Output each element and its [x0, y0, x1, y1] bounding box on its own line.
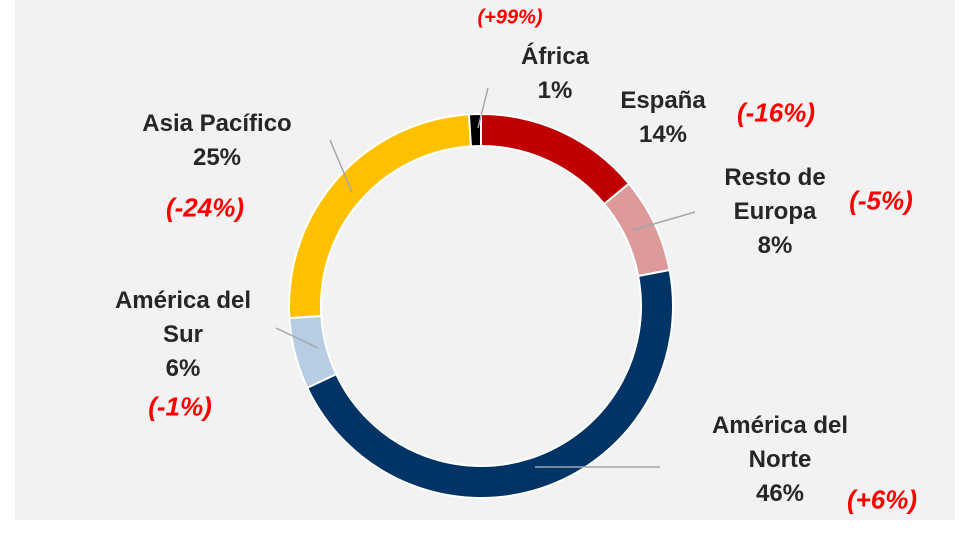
category-name: América del Norte: [711, 412, 849, 473]
value-label: 8%: [757, 232, 793, 259]
change-annotation: (-24%): [165, 192, 245, 223]
value-label: 6%: [165, 355, 201, 382]
change-annotation: (-16%): [736, 97, 816, 128]
slice-label: Asia Pacífico 25%: [112, 107, 322, 175]
leader-line: [632, 211, 696, 231]
change-annotation: (+6%): [846, 484, 918, 515]
value-label: 46%: [755, 480, 805, 507]
slice-label: América del Sur 6%: [98, 284, 268, 386]
category-name: España: [620, 87, 706, 114]
value-label: 14%: [638, 121, 688, 148]
donut-slice: [467, 112, 482, 148]
leader-line: [329, 139, 353, 193]
slice-label: América del Norte 46%: [695, 409, 865, 511]
category-name: Resto de Europa: [724, 164, 826, 225]
change-annotation: (-1%): [148, 391, 212, 422]
slice-label: África 1%: [455, 40, 655, 108]
value-label: 25%: [192, 144, 242, 171]
donut-slice: [305, 268, 674, 499]
category-name: América del Sur: [114, 287, 252, 348]
slice-label: Resto de Europa 8%: [690, 161, 860, 263]
leader-line: [275, 327, 319, 349]
category-name: África: [520, 43, 590, 70]
category-name: Asia Pacífico: [142, 110, 292, 137]
change-annotation: (-5%): [849, 185, 913, 216]
chart-background: [15, 0, 955, 520]
leader-line: [477, 87, 489, 129]
slice-label: España 14%: [563, 84, 763, 152]
value-label: 1%: [537, 77, 573, 104]
change-annotation: (+99%): [477, 6, 543, 29]
